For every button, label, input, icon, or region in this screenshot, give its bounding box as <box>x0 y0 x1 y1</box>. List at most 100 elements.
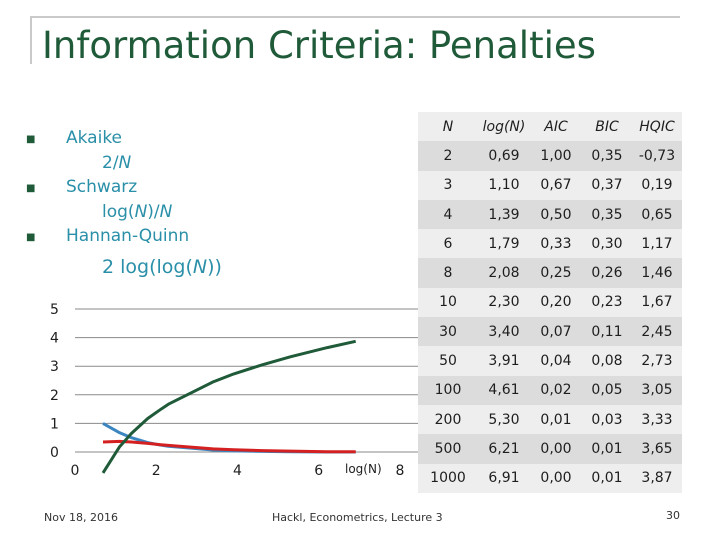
x-tick-label: 8 <box>396 463 405 479</box>
bullet-square-icon: ■ <box>26 134 36 145</box>
table-cell: 0,03 <box>582 404 632 435</box>
table-row: 4 1,39 0,50 0,35 0,65 <box>418 199 682 230</box>
table-cell: 1,39 <box>478 199 530 230</box>
table-cell: 0,01 <box>582 463 632 493</box>
col-header-bic: BIC <box>582 112 632 142</box>
table-cell: 0,05 <box>582 375 632 405</box>
bullet-square-icon: ■ <box>26 232 36 243</box>
table-cell: 10 <box>418 287 478 318</box>
y-axis-ticks: 0 1 2 3 4 5 <box>50 302 59 461</box>
table-cell: 0,00 <box>530 434 582 464</box>
table-cell: 0,00 <box>530 463 582 493</box>
y-tick-label: 4 <box>50 331 59 347</box>
table-cell: 0,67 <box>530 170 582 200</box>
table-cell: 0,50 <box>530 199 582 230</box>
table-cell: 1,67 <box>632 287 682 318</box>
table-cell: 100 <box>418 375 478 405</box>
chart-series <box>101 339 357 474</box>
table-cell: -0,73 <box>632 141 682 171</box>
table-row: 6 1,79 0,33 0,30 1,17 <box>418 229 682 259</box>
footer-date: Nov 18, 2016 <box>44 511 118 524</box>
table-cell: 1000 <box>418 463 478 493</box>
col-header-hqic: HQIC <box>632 112 682 142</box>
table-row: 2 0,69 1,00 0,35 -0,73 <box>418 141 682 171</box>
table-cell: 0,07 <box>530 317 582 347</box>
title-frame-left <box>30 16 32 64</box>
table-cell: 3,65 <box>632 434 682 464</box>
table-cell: 1,79 <box>478 229 530 259</box>
schwarz-formula: log(N)/N <box>102 202 173 222</box>
table-cell: 0,08 <box>582 346 632 376</box>
table-cell: 6 <box>418 229 478 259</box>
table-cell: 3,91 <box>478 346 530 376</box>
table-cell: 0,37 <box>582 170 632 200</box>
table-cell: 2,73 <box>632 346 682 376</box>
table-cell: 500 <box>418 434 478 464</box>
col-header-log-n: log(N) <box>478 112 530 142</box>
series-line-2 <box>101 339 357 474</box>
table-cell: 0,33 <box>530 229 582 259</box>
chart-gridlines <box>75 308 430 453</box>
table-cell: 3 <box>418 170 478 200</box>
bullet-label: Hannan-Quinn <box>66 226 190 246</box>
table-row: 500 6,21 0,00 0,01 3,65 <box>418 434 682 464</box>
table-cell: 200 <box>418 404 478 435</box>
footer-course: Hackl, Econometrics, Lecture 3 <box>272 511 443 524</box>
table-cell: 3,40 <box>478 317 530 347</box>
table-row: 100 4,61 0,02 0,05 3,05 <box>418 375 682 405</box>
table-cell: 0,23 <box>582 287 632 318</box>
table-header-row: N log(N) AIC BIC HQIC <box>418 112 682 142</box>
slide-number: 30 <box>666 509 680 522</box>
akaike-formula: 2/N <box>102 153 132 173</box>
title-frame-top <box>30 16 680 18</box>
table-cell: 0,01 <box>582 434 632 464</box>
table-row: 30 3,40 0,07 0,11 2,45 <box>418 317 682 347</box>
y-tick-label: 3 <box>50 359 59 375</box>
bullet-square-icon: ■ <box>26 183 36 194</box>
table-cell: 50 <box>418 346 478 376</box>
table-cell: 0,30 <box>582 229 632 259</box>
table-row: 3 1,10 0,67 0,37 0,19 <box>418 170 682 200</box>
table-cell: 0,25 <box>530 258 582 288</box>
table-cell: 1,00 <box>530 141 582 171</box>
x-tick-label: 6 <box>314 463 323 479</box>
x-tick-label: 0 <box>71 463 80 479</box>
table-cell: 0,19 <box>632 170 682 200</box>
col-header-aic: AIC <box>530 112 582 142</box>
table-cell: 0,35 <box>582 141 632 171</box>
table-cell: 1,46 <box>632 258 682 288</box>
table-cell: 1,17 <box>632 229 682 259</box>
hannan-quinn-formula: 2 log(log(N)) <box>102 256 222 278</box>
table-row: 8 2,08 0,25 0,26 1,46 <box>418 258 682 288</box>
table-row: 50 3,91 0,04 0,08 2,73 <box>418 346 682 376</box>
penalty-table: N log(N) AIC BIC HQIC 2 0,69 1,00 0,35 -0,73… <box>418 112 682 493</box>
x-tick-label: 4 <box>233 463 242 479</box>
y-tick-label: 5 <box>50 302 59 318</box>
series-line-0 <box>102 422 356 454</box>
table-cell: 6,21 <box>478 434 530 464</box>
x-axis-ticks: 0 2 4 6 8 <box>71 463 405 479</box>
col-header-n: N <box>418 112 478 142</box>
table-cell: 2,08 <box>478 258 530 288</box>
table-cell: 30 <box>418 317 478 347</box>
y-tick-label: 0 <box>50 445 59 461</box>
table-cell: 2,30 <box>478 287 530 318</box>
bullet-label: Akaike <box>66 128 123 148</box>
table-row: 200 5,30 0,01 0,03 3,33 <box>418 404 682 435</box>
series-line-1 <box>102 439 356 454</box>
table-cell: 8 <box>418 258 478 288</box>
table-cell: 0,35 <box>582 199 632 230</box>
x-axis-label: log(N) <box>345 462 382 476</box>
table-cell: 0,65 <box>632 199 682 230</box>
table-cell: 0,69 <box>478 141 530 171</box>
table-cell: 3,33 <box>632 404 682 435</box>
table-cell: 0,02 <box>530 375 582 405</box>
y-tick-label: 1 <box>50 416 59 432</box>
table-cell: 3,05 <box>632 375 682 405</box>
table-cell: 1,10 <box>478 170 530 200</box>
table-cell: 0,20 <box>530 287 582 318</box>
bullet-label: Schwarz <box>66 177 138 197</box>
table-row: 1000 6,91 0,00 0,01 3,87 <box>418 463 682 493</box>
table-cell: 5,30 <box>478 404 530 435</box>
